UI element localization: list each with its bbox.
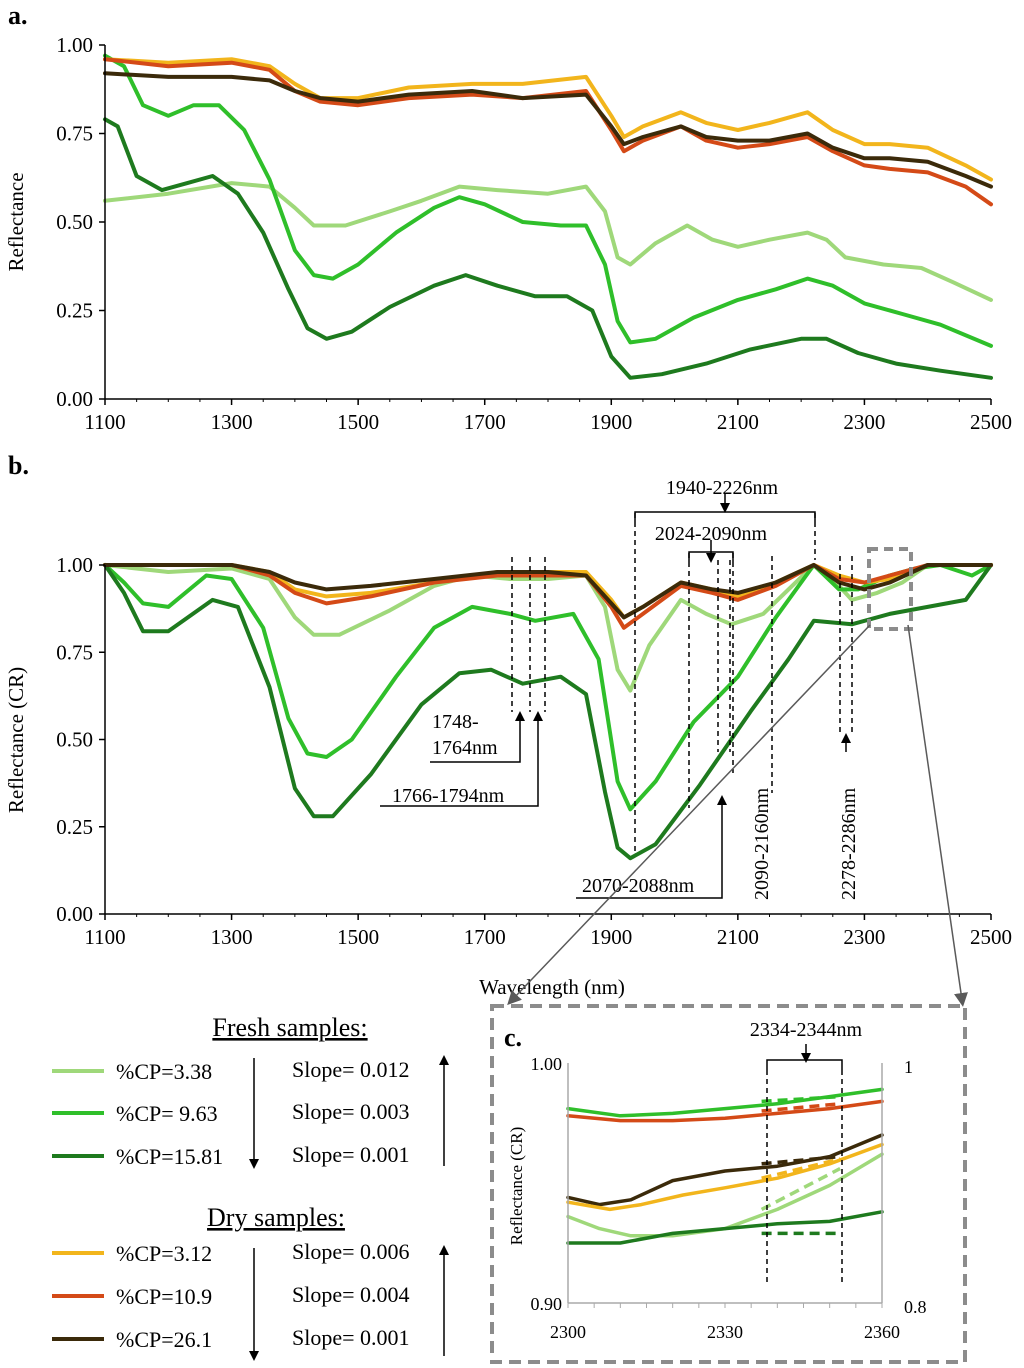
annotation-2024-2090: 2024-2090nm [655,523,768,545]
legend-dry-label-0: %CP=3.12 [116,1241,212,1266]
panel-a-xtick-label: 2300 [843,410,885,434]
legend-fresh-title: Fresh samples: [212,1013,367,1042]
panel-b-chart: Reflectance (CR) Wavelength (nm) 1100 130… [4,477,1012,1007]
panel-c-slope-line-4 [760,1167,841,1211]
panel-c-series-1 [566,1099,884,1123]
legend-fresh-slope-2: Slope= 0.001 [292,1142,410,1167]
panel-c-slope-line-3 [761,1157,841,1180]
panel-b-ylabel: Reflectance (CR) [4,667,28,813]
panel-c-slope-line-1 [761,1102,841,1113]
panel-c-xtick-label: 2360 [864,1322,900,1342]
annotation-2090-2160: 2090-2160nm [751,787,773,900]
legend-fresh-label-2: %CP=15.81 [116,1144,223,1169]
panel-b-ytick-label: 0.00 [56,902,93,926]
panel-b-xtick-label: 1100 [84,925,125,949]
panel-a-series-1 [103,53,993,348]
panel-c-ylabel: Reflectance (CR) [507,1127,526,1245]
legend-dry-label-1: %CP=10.9 [116,1284,212,1309]
panel-b-xtick-label: 2300 [843,925,885,949]
panel-a-ytick-label: 1.00 [56,33,93,57]
panel-c-slope-line-2 [761,1154,841,1166]
panel-a-xtick-label: 1100 [84,410,125,434]
panel-b-series-2 [103,563,993,861]
panel-a-series-2 [103,117,993,380]
panel-b-xtick-label: 2500 [970,925,1012,949]
panel-b-ytick-label: 0.75 [56,640,93,664]
panel-c-series-5 [566,1210,884,1245]
panel-c-xtick-label: 2330 [707,1322,743,1342]
panel-a-ylabel: Reflectance [4,172,28,271]
zoom-region-box [867,547,913,631]
panel-c-ytick-left: 1.00 [531,1054,563,1074]
panel-c-chart: c. Reflectance (CR) 2300 2330 2360 0.90 1.00… [490,1004,967,1364]
panel-a-xtick-label: 2100 [717,410,759,434]
panel-a-ytick-label: 0.75 [56,122,93,146]
annotation-2070-2088: 2070-2088nm [582,875,695,897]
panel-b-ytick-label: 0.25 [56,815,93,839]
panel-c-label: c. [504,1023,522,1052]
panel-b-arrows [380,493,851,899]
panel-b-xtick-label: 1500 [337,925,379,949]
panel-c-ytick-right: 1 [904,1057,913,1077]
annotation-2278-2286: 2278-2286nm [838,787,860,900]
panel-b-series-1 [103,563,993,812]
panel-c-ytick-left: 0.90 [531,1294,563,1314]
panel-a-ytick-label: 0.50 [56,210,93,234]
panel-a-label: a. [8,1,28,30]
panel-b-xtick-label: 1900 [590,925,632,949]
panel-a-xtick-label: 1500 [337,410,379,434]
legend-dry-slope-2: Slope= 0.001 [292,1325,410,1350]
panel-c-series-3 [566,1142,884,1212]
legend-fresh-slope-1: Slope= 0.003 [292,1099,410,1124]
panel-c-series-4 [566,1152,884,1238]
legend-dry-slope-1: Slope= 0.004 [292,1282,410,1307]
legend-fresh-label-0: %CP=3.38 [116,1059,212,1084]
panel-a-series-0 [103,181,993,302]
legend-trend-arrows [249,1055,449,1361]
panel-b-xtick-label: 1700 [464,925,506,949]
legend-dry-title: Dry samples: [207,1203,345,1232]
panel-a-chart: Reflectance 1100 1300 1500 1700 1900 2100 2300… [4,33,1012,434]
legend-fresh-slope-0: Slope= 0.012 [292,1057,410,1082]
panel-b-xtick-label: 1300 [211,925,253,949]
legend-fresh-label-1: %CP= 9.63 [116,1101,218,1126]
zoom-callout-left [507,624,871,1006]
annotation-1766-1794: 1766-1794nm [392,785,505,807]
panel-a-xtick-label: 2500 [970,410,1012,434]
panel-c-band [766,1044,843,1282]
panel-b-ytick-label: 0.50 [56,728,93,752]
panel-a-xtick-label: 1700 [464,410,506,434]
annotation-1940-2226: 1940-2226nm [666,477,779,499]
legend-dry-label-2: %CP=26.1 [116,1327,212,1352]
panel-a-series-5 [103,71,993,189]
panel-b-series-4 [103,563,993,630]
legend: Fresh samples: Dry samples: %CP=3.38 Slop… [52,1013,449,1361]
panel-b-xtick-label: 2100 [717,925,759,949]
panel-b-series-0 [103,563,993,693]
panel-a-xtick-label: 1900 [590,410,632,434]
panel-c-frame [490,1004,967,1364]
panel-a-ytick-label: 0.25 [56,299,93,323]
panel-a-series-3 [103,57,993,182]
panel-b-ytick-label: 1.00 [56,553,93,577]
legend-dry-slope-0: Slope= 0.006 [292,1239,410,1264]
panel-a-xtick-label: 1300 [211,410,253,434]
panel-b-band-lines [511,513,853,852]
panel-c-slope-line-0 [761,1094,841,1104]
panel-b-xlabel: Wavelength (nm) [479,975,625,999]
zoom-callout-right [907,624,968,1007]
panel-c-ytick-right: 0.8 [904,1297,927,1317]
panel-c-series-2 [566,1133,884,1207]
panel-b-label: b. [8,451,29,480]
panel-a-ytick-label: 0.00 [56,387,93,411]
annotation-1748-1764: 1748-1764nm [432,711,498,759]
annotation-2334-2344: 2334-2344nm [750,1019,863,1041]
panel-b-series-5 [103,563,993,620]
panel-c-xtick-label: 2300 [550,1322,586,1342]
